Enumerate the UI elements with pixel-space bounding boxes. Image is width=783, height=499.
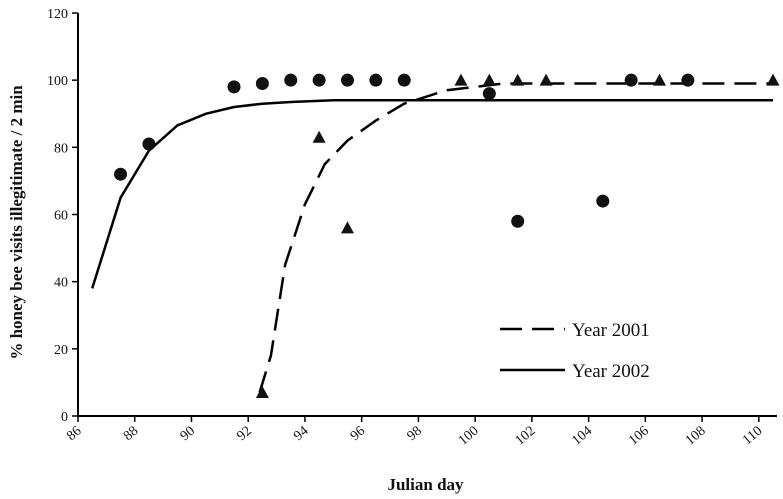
data-point-triangle [454, 73, 468, 86]
data-point-triangle [482, 73, 496, 86]
data-point-triangle [511, 73, 525, 86]
x-tick-label: 98 [405, 424, 425, 444]
data-point-circle [511, 214, 525, 228]
x-tick-label: 88 [121, 424, 141, 444]
y-tick-label: 0 [61, 410, 68, 425]
legend-label-year-2001: Year 2001 [572, 320, 650, 341]
axes: 86 88 90 92 94 96 98 100 102 104 106 108 110 0 20 40 60… [47, 7, 777, 449]
data-point-circle [369, 73, 383, 87]
data-point-triangle [340, 221, 354, 234]
x-tick-label: 90 [178, 424, 198, 444]
x-axis-ticks: 86 88 90 92 94 96 98 100 102 104 106 108 110 [64, 416, 765, 449]
data-point-circle [397, 73, 411, 87]
x-tick-label: 110 [740, 424, 765, 449]
data-markers [114, 73, 780, 398]
data-point-circle [482, 87, 496, 101]
x-tick-label: 96 [348, 424, 368, 444]
x-tick-label: 92 [234, 424, 254, 444]
data-point-circle [596, 194, 610, 208]
y-tick-label: 40 [54, 276, 68, 291]
fit-lines [91, 82, 773, 393]
data-point-circle [284, 73, 298, 87]
x-axis-title: Julian day [387, 475, 464, 494]
data-point-circle [114, 167, 128, 181]
y-tick-label: 20 [54, 343, 68, 358]
data-point-triangle [255, 385, 269, 398]
y-axis-ticks: 0 20 40 60 80 100 120 [47, 7, 78, 425]
legend: Year 2001 Year 2002 [500, 320, 650, 382]
data-point-triangle [653, 73, 667, 86]
legend-label-year-2002: Year 2002 [572, 361, 650, 382]
x-tick-label: 94 [291, 424, 311, 444]
data-point-circle [681, 73, 695, 87]
data-point-triangle [539, 73, 553, 86]
x-tick-label: 106 [626, 424, 652, 449]
data-point-triangle [766, 73, 780, 86]
data-point-circle [255, 77, 269, 91]
y-tick-label: 100 [47, 74, 68, 89]
data-point-circle [312, 73, 326, 87]
y-tick-label: 120 [47, 7, 68, 22]
fit-line-year-2002 [91, 99, 773, 289]
y-axis-title: % honey bee visits illegitimate / 2 min [7, 85, 26, 360]
data-point-circle [624, 73, 638, 87]
x-tick-label: 108 [683, 424, 709, 449]
data-point-circle [340, 73, 354, 87]
x-tick-label: 86 [64, 424, 84, 444]
data-point-circle [227, 80, 241, 94]
x-tick-label: 100 [456, 424, 482, 449]
x-tick-label: 102 [513, 424, 539, 449]
x-tick-label: 104 [569, 424, 595, 449]
fit-line-year-2001 [258, 82, 773, 393]
data-point-triangle [312, 130, 326, 143]
y-tick-label: 60 [54, 209, 68, 224]
y-tick-label: 80 [54, 141, 68, 156]
data-point-circle [142, 137, 156, 151]
